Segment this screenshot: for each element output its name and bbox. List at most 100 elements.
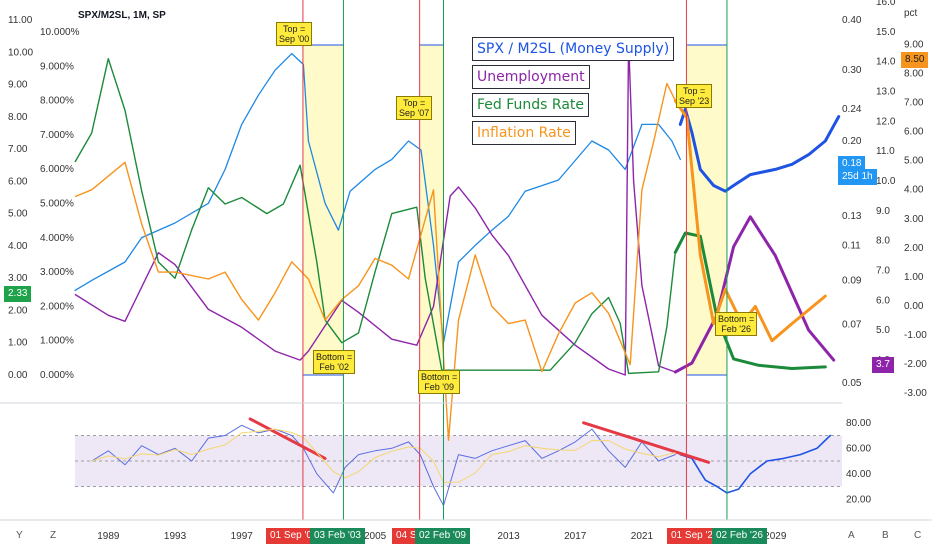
inflation-left-axis-tick: 1.000% bbox=[40, 336, 74, 347]
unemployment-axis-tick: 11.0 bbox=[876, 146, 895, 157]
chart-legend: SPX / M2SL (Money Supply) bbox=[472, 37, 675, 61]
rsi-trendline-2 bbox=[582, 421, 711, 464]
rsi-axis-tick: 60.00 bbox=[846, 443, 871, 454]
time-axis-tick: 1989 bbox=[97, 531, 120, 542]
time-badge-feb-2026: 02 Feb '26 bbox=[712, 528, 767, 544]
inflation-left-axis-tick: 9.000% bbox=[40, 61, 74, 72]
callout-top-2007: Top = Sep '07 bbox=[396, 96, 433, 120]
legend-unemployment: Unemployment bbox=[477, 69, 585, 85]
time-axis-tick: 2013 bbox=[497, 531, 520, 542]
fed-axis-tick: 2.00 bbox=[8, 305, 28, 316]
time-badge-feb-2009: 02 Feb '09 bbox=[415, 528, 470, 544]
nav-y[interactable]: Y bbox=[16, 530, 23, 541]
spx-axis-tick: 0.07 bbox=[842, 319, 862, 330]
right-countdown-badge: 25d 1h bbox=[838, 169, 877, 185]
rsi-trendline-1 bbox=[248, 417, 327, 460]
time-badge-sep-2023: 01 Sep '23 bbox=[667, 528, 723, 544]
unemployment-axis-tick: 8.0 bbox=[876, 236, 890, 247]
time-axis-tick: 2021 bbox=[631, 531, 654, 542]
series-layer bbox=[74, 40, 841, 441]
highlight-zone-0 bbox=[302, 45, 344, 375]
fed-axis-tick: 8.00 bbox=[8, 112, 28, 123]
time-axis-tick: 2029 bbox=[764, 531, 787, 542]
spx-axis-tick: 0.24 bbox=[842, 104, 862, 115]
series-unemployment-projection bbox=[673, 215, 836, 374]
unemployment-axis-tick: 12.0 bbox=[876, 116, 896, 127]
time-badge-sep-2000: 01 Sep '00 bbox=[266, 528, 322, 544]
legend-spx: SPX / M2SL (Money Supply) bbox=[477, 41, 670, 57]
legend-inflation: Inflation Rate bbox=[477, 125, 571, 141]
callout-top-2023: Top = Sep '23 bbox=[676, 84, 713, 108]
fed-axis-tick: 7.00 bbox=[8, 144, 28, 155]
fed-axis-tick: 0.00 bbox=[8, 370, 28, 381]
inflation-right-axis-tick: 8.00 bbox=[904, 69, 924, 80]
unemployment-axis-tick: 13.0 bbox=[876, 87, 896, 98]
highlight-zone-1 bbox=[419, 45, 444, 375]
inflation-right-axis-tick: 3.00 bbox=[904, 214, 924, 225]
fed-axis-tick: 9.00 bbox=[8, 80, 28, 91]
nav-z[interactable]: Z bbox=[50, 530, 57, 541]
nav-b[interactable]: B bbox=[882, 530, 889, 541]
spx-axis-tick: 0.09 bbox=[842, 275, 862, 286]
legend-fed-box: Fed Funds Rate bbox=[472, 93, 590, 117]
callout-bottom-2009: Bottom = Feb '09 bbox=[418, 370, 461, 394]
spx-axis-tick: 0.05 bbox=[842, 378, 862, 389]
fed-axis-tick: 10.00 bbox=[8, 47, 33, 58]
fed-axis-tick: 3.00 bbox=[8, 273, 28, 284]
inflation-right-axis-tick: 2.00 bbox=[904, 243, 924, 254]
inflation-right-axis-tick: 6.00 bbox=[904, 127, 924, 138]
rsi-rsi bbox=[91, 424, 676, 507]
nav-a[interactable]: A bbox=[848, 530, 855, 541]
inflation-left-axis-tick: 0.000% bbox=[40, 370, 74, 381]
fed-axis-tick: 6.00 bbox=[8, 176, 28, 187]
callout-top-2000: Top = Sep '00 bbox=[276, 22, 313, 46]
inflation-right-axis-tick: 1.00 bbox=[904, 272, 924, 283]
callout-bottom-2026: Bottom = Feb '26 bbox=[715, 312, 758, 336]
unemployment-axis-tick: 5.0 bbox=[876, 325, 890, 336]
unemployment-axis-tick: 15.0 bbox=[876, 27, 896, 38]
unemployment-axis-tick: 9.0 bbox=[876, 206, 890, 217]
inflation-left-axis-tick: 2.000% bbox=[40, 301, 74, 312]
spx-axis-tick: 0.40 bbox=[842, 15, 862, 26]
unemployment-axis-tick: 10.0 bbox=[876, 176, 896, 187]
series-inflation-rate bbox=[74, 82, 676, 441]
rsi-axis-tick: 80.00 bbox=[846, 418, 871, 429]
time-axis-tick: 2017 bbox=[564, 531, 587, 542]
time-axis-tick: 1993 bbox=[164, 531, 187, 542]
unemployment-axis-tick: 7.0 bbox=[876, 266, 890, 277]
inflation-left-axis-tick: 8.000% bbox=[40, 96, 74, 107]
fed-axis-tick: 5.00 bbox=[8, 209, 28, 220]
fed-axis-tick: 11.00 bbox=[8, 15, 33, 26]
left-value-badge: 2.33 bbox=[4, 286, 32, 302]
inflation-right-axis-tick: -1.00 bbox=[904, 330, 927, 341]
inflation-left-axis-tick: 10.000% bbox=[40, 27, 80, 38]
legend-fed: Fed Funds Rate bbox=[477, 97, 585, 113]
spx-axis-tick: 0.30 bbox=[842, 65, 862, 76]
rsi-axis-tick: 20.00 bbox=[846, 494, 871, 505]
inflation-left-axis-tick: 3.000% bbox=[40, 267, 74, 278]
time-axis-tick: 1997 bbox=[231, 531, 254, 542]
fed-axis-tick: 4.00 bbox=[8, 241, 28, 252]
time-axis-tick: 2005 bbox=[364, 531, 387, 542]
inflation-left-axis-tick: 4.000% bbox=[40, 233, 74, 244]
inflation-right-axis-tick: 7.00 bbox=[904, 98, 924, 109]
spx-axis-tick: 0.11 bbox=[842, 240, 861, 251]
legend-unemployment-box: Unemployment bbox=[472, 65, 590, 89]
spx-axis-tick: 0.13 bbox=[842, 211, 862, 222]
right-inflation-badge: 8.50 bbox=[901, 52, 929, 68]
inflation-right-axis-tick: 4.00 bbox=[904, 185, 924, 196]
nav-c[interactable]: C bbox=[914, 530, 922, 541]
right-price-badge: 0.18 bbox=[838, 156, 866, 172]
unemployment-axis-tick: 14.0 bbox=[876, 57, 896, 68]
rsi-pane: 80.00 60.00 40.00 20.00 bbox=[75, 417, 871, 507]
inflation-left-axis-tick: 5.000% bbox=[40, 199, 74, 210]
time-badge-feb-2003: 03 Feb '03 bbox=[310, 528, 365, 544]
right-unemployment-badge: 3.7 bbox=[872, 357, 894, 373]
inflation-right-axis-tick: -2.00 bbox=[904, 359, 927, 370]
inflation-right-unit: pct bbox=[904, 8, 918, 19]
legend-inflation-box: Inflation Rate bbox=[472, 121, 576, 145]
series-fed-funds-rate-projection bbox=[673, 231, 827, 370]
inflation-left-axis-tick: 6.000% bbox=[40, 164, 74, 175]
series-unemployment bbox=[74, 40, 676, 376]
